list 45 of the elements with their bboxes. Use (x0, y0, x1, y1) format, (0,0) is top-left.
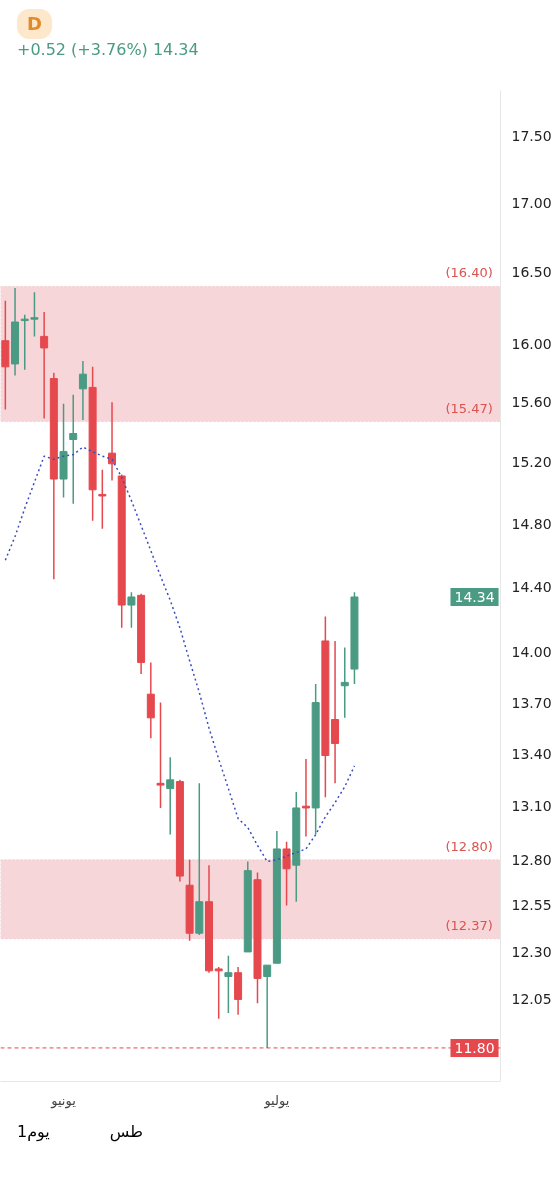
candlestick (166, 756, 175, 836)
x-tick-label: يوليو (263, 1092, 290, 1109)
candlestick (108, 401, 117, 482)
band-label: (16.40) (445, 265, 493, 281)
candlestick (282, 841, 291, 907)
chart-subtitle: +0.52 (+3.76%) 14.34 (17, 39, 199, 59)
y-tick-label: 14.00 (511, 644, 552, 661)
text: 14.34 (454, 588, 495, 605)
candlestick (214, 966, 223, 1020)
candlestick (146, 661, 155, 740)
y-tick-label: 14.40 (511, 579, 552, 596)
text: طس (109, 1121, 143, 1144)
candlestick (40, 311, 49, 420)
candlestick (263, 964, 272, 1049)
y-tick-label: 16.00 (511, 335, 552, 352)
y-tick-label: 17.50 (511, 128, 552, 145)
candlestick (127, 591, 136, 629)
y-tick-label: 15.60 (511, 394, 552, 411)
candlestick (301, 758, 310, 838)
band-label: (12.80) (445, 838, 493, 854)
candlestick (69, 394, 78, 505)
candlestick (30, 291, 39, 338)
ref-line-label: 11.80 (454, 1039, 495, 1056)
candlestick (78, 360, 87, 421)
candlestick (224, 954, 233, 1014)
y-tick-label: 14.80 (511, 515, 552, 532)
y-tick-label: 12.80 (511, 851, 552, 868)
y-tick-label: 12.05 (511, 991, 552, 1008)
annotation: (12.37) (445, 917, 493, 933)
text: D (17, 9, 52, 39)
y-tick-label: 12.30 (511, 943, 552, 960)
y-tick-label: 15.20 (511, 454, 552, 471)
y-tick-label: 12.55 (511, 897, 552, 914)
text: 1يوم (17, 1121, 50, 1143)
annotation: (15.47) (445, 400, 493, 416)
candlestick (20, 314, 29, 371)
y-tick-label: 13.70 (511, 694, 552, 711)
y-tick-label: 17.00 (511, 195, 552, 212)
candlestick (98, 469, 107, 530)
x-tick-label: يونيو (50, 1092, 77, 1109)
candlestick (156, 701, 165, 809)
y-tick-label: 13.10 (511, 798, 552, 815)
y-tick-label: 13.40 (511, 745, 552, 762)
y-tick-label: 16.50 (511, 264, 552, 281)
candlestick (340, 646, 349, 719)
